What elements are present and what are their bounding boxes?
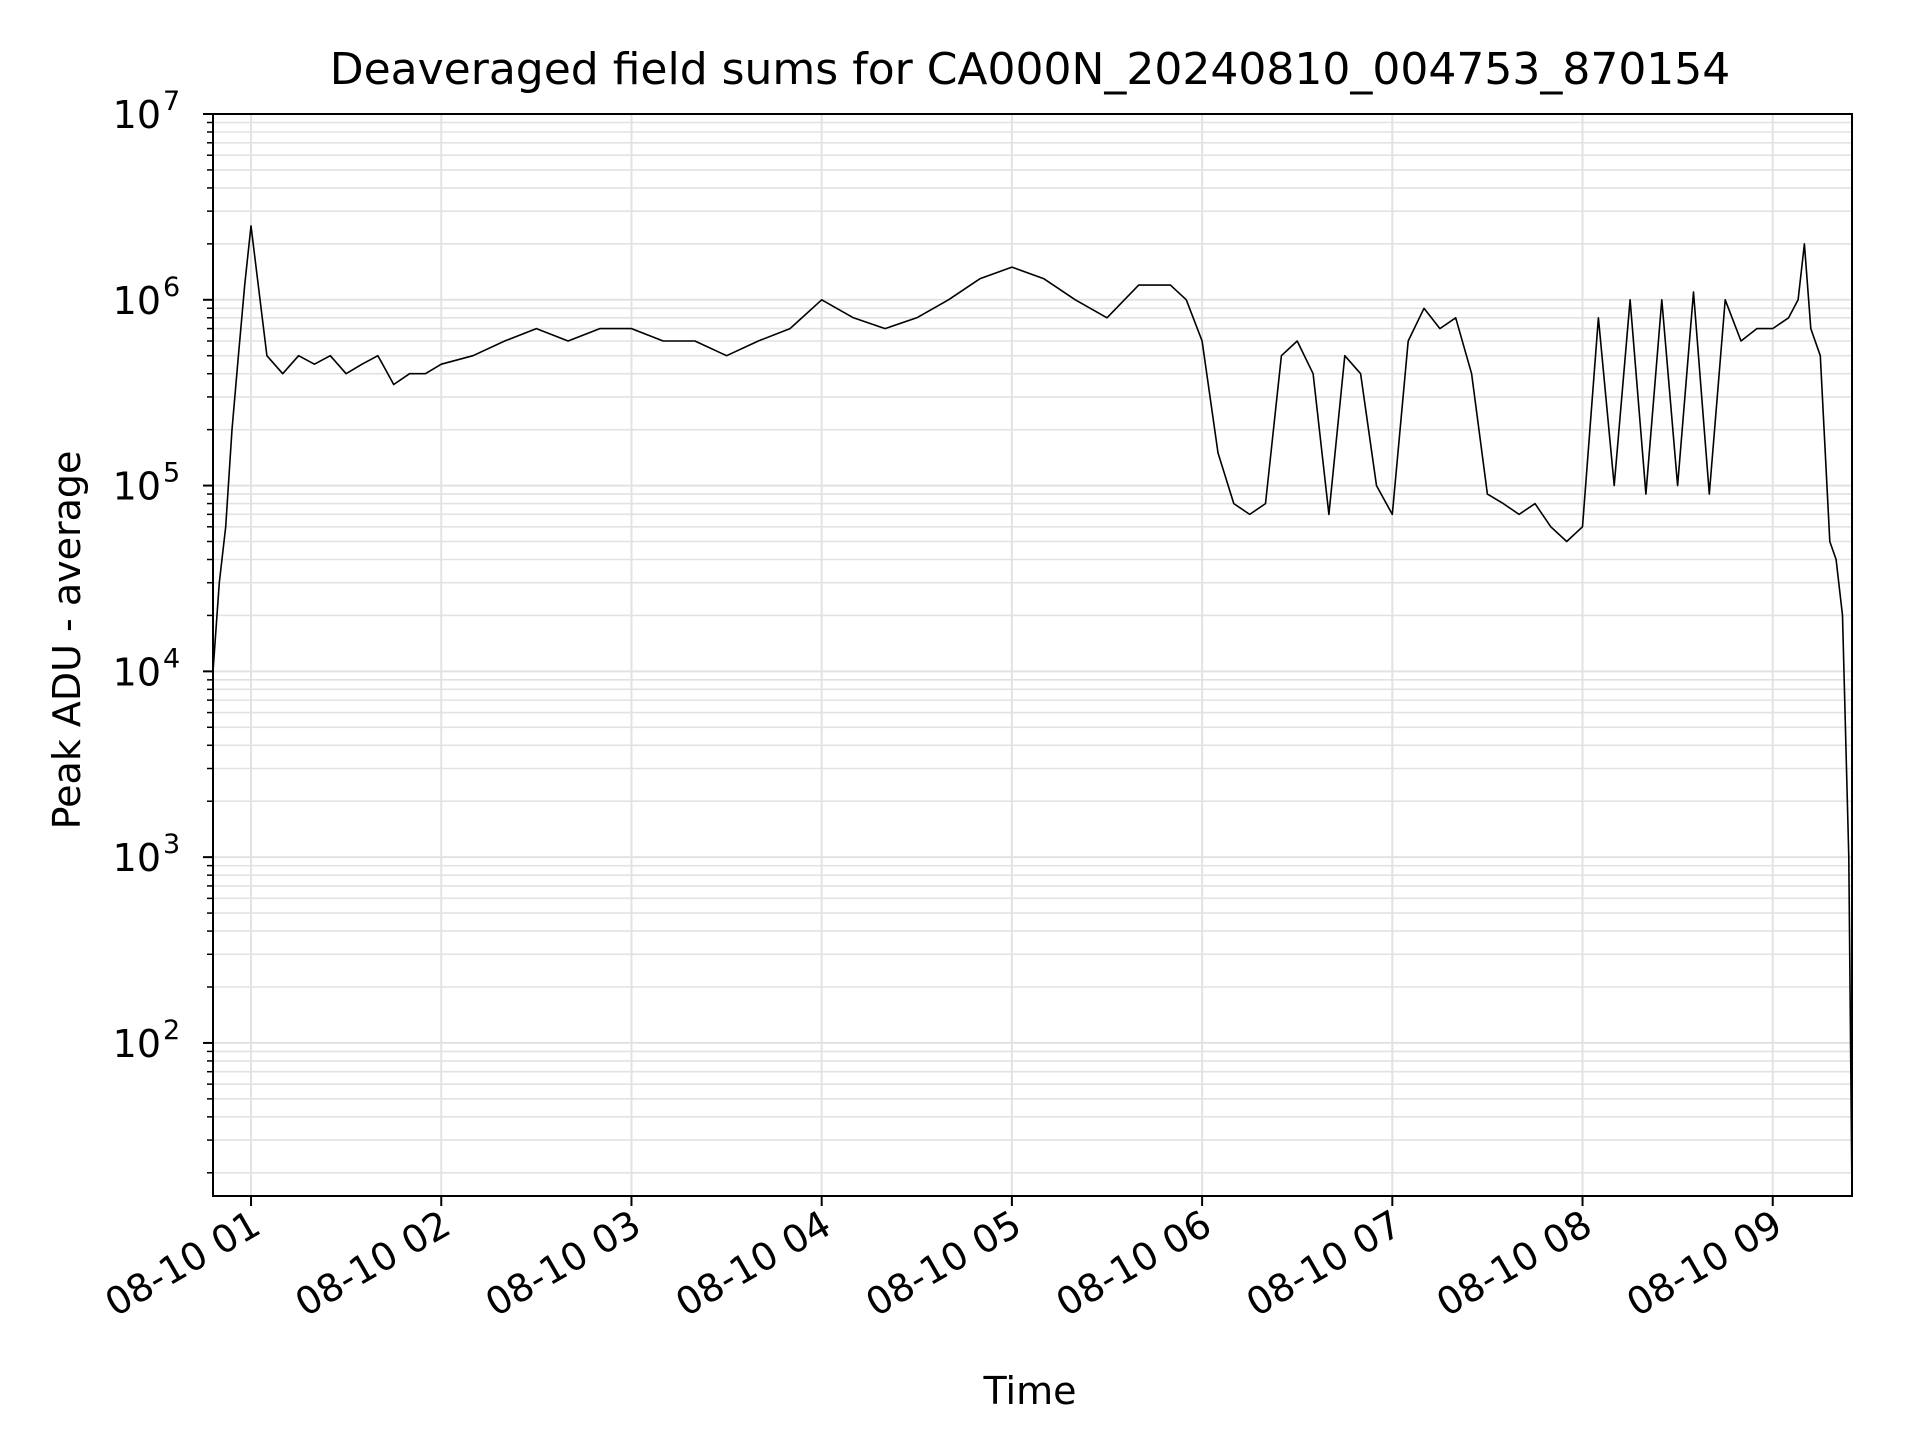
y-tick-exponent: 4 (163, 643, 180, 674)
y-tick-label: 10 (113, 650, 161, 694)
y-tick-exponent: 3 (163, 829, 180, 860)
axes-frame (212, 113, 1853, 1197)
y-tick-exponent: 2 (163, 1015, 180, 1046)
series-line (212, 225, 1853, 1197)
y-tick-label: 10 (113, 93, 161, 137)
series-group (212, 225, 1853, 1197)
y-tick-exponent: 5 (163, 458, 180, 489)
y-tick-label: 10 (113, 836, 161, 880)
y-tick-label: 10 (113, 1022, 161, 1066)
y-tick-exponent: 6 (163, 272, 180, 303)
y-tick-label: 10 (113, 465, 161, 509)
y-tick-label: 10 (113, 279, 161, 323)
y-axis-label: Peak ADU - average (45, 451, 89, 830)
chart-title: Deaveraged field sums for CA000N_2024081… (330, 44, 1731, 95)
x-axis-label: Time (983, 1369, 1077, 1413)
grid (213, 113, 1852, 1196)
y-tick-exponent: 7 (163, 86, 180, 117)
